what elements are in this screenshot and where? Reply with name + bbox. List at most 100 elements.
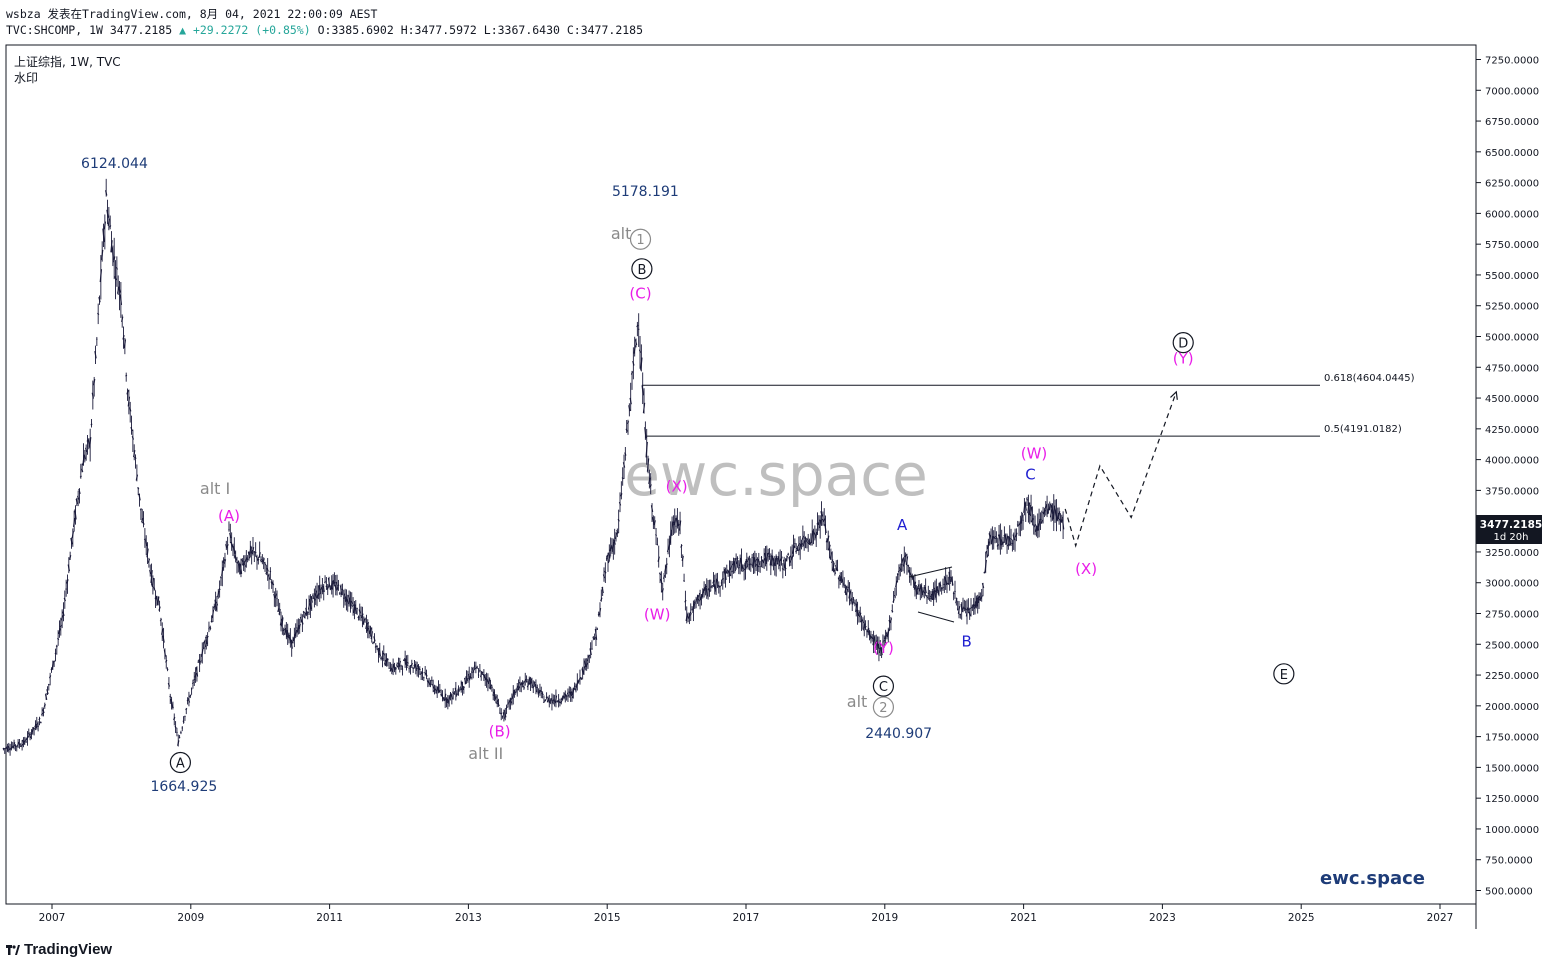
- candle-body: [921, 590, 925, 593]
- tradingview-logo-icon: [6, 943, 20, 957]
- candle-body: [887, 629, 890, 638]
- candle-body: [980, 595, 983, 599]
- candle-body: [908, 570, 911, 576]
- candle-body: [171, 706, 174, 709]
- candle-body: [130, 426, 133, 432]
- tradingview-logo[interactable]: TradingView: [6, 941, 112, 958]
- candle-body: [322, 585, 325, 592]
- candle-body: [354, 606, 357, 614]
- wave-label: B: [637, 263, 646, 278]
- candle-body: [841, 580, 845, 585]
- candle-body: [406, 661, 409, 664]
- candle-body: [620, 493, 623, 497]
- candle-body: [787, 553, 790, 556]
- price-axis[interactable]: 7250.0000 7000.0000 6750.0000 6500.0000 6250…: [1476, 56, 1539, 898]
- candle-body: [438, 689, 441, 692]
- candle-body: [351, 604, 355, 608]
- candle-body: [1039, 518, 1042, 521]
- wave-label: (X): [666, 478, 688, 496]
- candle-body: [169, 695, 172, 698]
- candle-body: [636, 324, 639, 328]
- candle-body: [1052, 506, 1055, 520]
- candle-body: [213, 605, 216, 609]
- candle-body: [327, 577, 331, 587]
- wave-circle: [169, 751, 191, 774]
- candle-body: [797, 542, 801, 547]
- candle-body: [48, 675, 52, 679]
- wave-label: alt I: [200, 479, 230, 498]
- candle-body: [441, 694, 444, 700]
- candle-body: [538, 689, 542, 694]
- wave-label: (W): [644, 606, 671, 624]
- candle-body: [334, 584, 337, 591]
- candle-body: [353, 604, 356, 614]
- candle-body: [754, 558, 758, 562]
- candle-body: [55, 645, 58, 648]
- candle-body: [90, 423, 93, 426]
- candle-body: [20, 743, 24, 747]
- candle-body: [395, 664, 399, 668]
- candle-body: [92, 378, 96, 386]
- candle-body: [217, 590, 220, 597]
- candle-body: [34, 723, 37, 728]
- candle-body: [205, 636, 208, 645]
- candle-body: [676, 517, 679, 527]
- candle-body: [58, 628, 61, 635]
- x-tick-label: 2017: [733, 912, 760, 924]
- candle-body: [137, 486, 140, 490]
- candle-body: [31, 726, 34, 733]
- bar-countdown: 1d 20h: [1494, 532, 1529, 543]
- candle-body: [302, 611, 305, 614]
- candle-body: [225, 543, 228, 549]
- time-axis[interactable]: 2007 2009 2011 2013 2015 2017 2019 2021 2023 2025…: [39, 904, 1454, 924]
- candle-body: [612, 541, 615, 550]
- y-tick-label: 5250.0000: [1485, 302, 1539, 313]
- candle-body: [394, 667, 397, 670]
- candle-body: [885, 632, 889, 637]
- candle-body: [872, 636, 875, 646]
- candle-body: [318, 585, 321, 595]
- symbol-label[interactable]: TVC:SHCOMP, 1W 3477.2185: [6, 23, 173, 37]
- candle-body: [997, 534, 1001, 539]
- candle-body: [764, 552, 767, 562]
- candle-body: [839, 574, 842, 582]
- candle-body: [14, 744, 17, 747]
- candle-body: [283, 630, 287, 635]
- candle-body: [904, 553, 907, 558]
- candle-body: [421, 671, 424, 675]
- candle-body: [916, 587, 919, 590]
- candle-body: [62, 611, 65, 617]
- candle-body: [346, 599, 349, 605]
- candle-body: [440, 693, 443, 696]
- candle-body: [589, 648, 592, 656]
- symbol-name[interactable]: 上证综指, 1W, TVC: [14, 55, 121, 69]
- candle-body: [929, 593, 933, 598]
- plot-area[interactable]: [5, 44, 1477, 905]
- candle-body: [670, 522, 674, 536]
- candle-body: [105, 190, 108, 196]
- price-label: 1664.925: [150, 779, 217, 795]
- candle-body: [823, 518, 826, 523]
- candle-body: [382, 652, 385, 656]
- candle-body: [800, 543, 803, 547]
- candle-body: [569, 691, 572, 697]
- candle-body: [317, 593, 320, 597]
- candle-body: [249, 545, 252, 556]
- candle-body: [94, 350, 97, 359]
- candle-body: [899, 566, 902, 571]
- candle-body: [6, 746, 9, 751]
- candle-body: [504, 710, 507, 718]
- candle-body: [861, 619, 865, 624]
- candle-body: [7, 745, 10, 750]
- candle-body: [165, 659, 168, 663]
- candle-body: [815, 531, 818, 539]
- candle-body: [91, 392, 95, 399]
- candle-body: [638, 349, 642, 353]
- candle-body: [789, 555, 793, 559]
- candle-body: [530, 681, 534, 687]
- candle-body: [427, 680, 431, 685]
- candle-body: [820, 511, 823, 517]
- candle-body: [745, 558, 748, 568]
- candle-body: [949, 576, 953, 579]
